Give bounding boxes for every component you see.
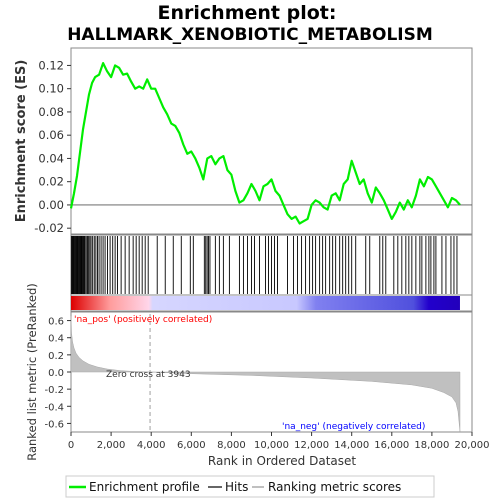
es-ytick-label: 0.04 <box>38 151 64 165</box>
rank-ytick-label: 0.4 <box>48 334 64 345</box>
es-y-ticks: -0.02 0.00 0.02 0.04 0.06 0.08 0.10 0.12 <box>34 58 71 235</box>
es-ytick-label: 0.12 <box>38 58 64 72</box>
x-axis-label: Rank in Ordered Dataset <box>208 454 356 468</box>
rank-colorbar <box>71 296 460 310</box>
rank-xtick-label: 20,000 <box>455 440 490 451</box>
es-ytick-label: -0.02 <box>34 221 64 235</box>
rank-xtick-label: 4,000 <box>137 440 166 451</box>
rank-xtick-label: 2,000 <box>97 440 126 451</box>
zero-cross-label: Zero cross at 3943 <box>106 370 191 380</box>
negative-correlated-label: 'na_neg' (negatively correlated) <box>282 422 425 432</box>
es-ytick-label: 0.08 <box>38 105 64 119</box>
rank-ytick-label: -0.4 <box>44 402 64 413</box>
rank-xtick-label: 10,000 <box>254 440 289 451</box>
rank-ytick-label: -0.2 <box>44 385 64 396</box>
rank-xtick-label: 12,000 <box>294 440 329 451</box>
legend-hits-label: Hits <box>225 480 248 494</box>
positive-correlated-label: 'na_pos' (positively correlated) <box>74 315 212 325</box>
rank-y-ticks: 0.6 0.4 0.2 0.0 -0.2 -0.4 -0.6 <box>44 317 71 431</box>
legend-entry-ranking: Ranking metric scores <box>252 480 401 494</box>
rank-xtick-label: 18,000 <box>414 440 449 451</box>
rank-ytick-label: 0.2 <box>48 351 64 362</box>
rank-xtick-label: 6,000 <box>177 440 206 451</box>
legend-ranking-label: Ranking metric scores <box>268 480 401 494</box>
chart-subtitle: HALLMARK_XENOBIOTIC_METABOLISM <box>67 25 433 45</box>
es-ytick-label: 0.10 <box>38 82 64 96</box>
rank-xtick-label: 0 <box>68 440 74 451</box>
rank-xtick-label: 8,000 <box>217 440 246 451</box>
rank-ytick-label: 0.0 <box>48 368 64 379</box>
chart-title: Enrichment plot: <box>158 2 337 24</box>
rank-x-ticks: 0 2,000 4,000 6,000 8,000 10,000 12,000 14,000 1… <box>68 432 490 451</box>
rank-axis-label: Ranked list metric (PreRanked) <box>25 283 39 461</box>
legend-profile-label: Enrichment profile <box>89 480 200 494</box>
es-ytick-label: 0.06 <box>38 128 64 142</box>
rank-xtick-label: 16,000 <box>374 440 409 451</box>
legend-entry-profile: Enrichment profile <box>69 480 200 494</box>
rank-ytick-label: 0.6 <box>48 317 64 328</box>
es-axis-label: Enrichment score (ES) <box>14 60 29 223</box>
es-ytick-label: 0.00 <box>38 198 64 212</box>
es-ytick-label: 0.02 <box>38 175 64 189</box>
rank-ytick-label: -0.6 <box>44 419 64 430</box>
rank-xtick-label: 14,000 <box>334 440 369 451</box>
